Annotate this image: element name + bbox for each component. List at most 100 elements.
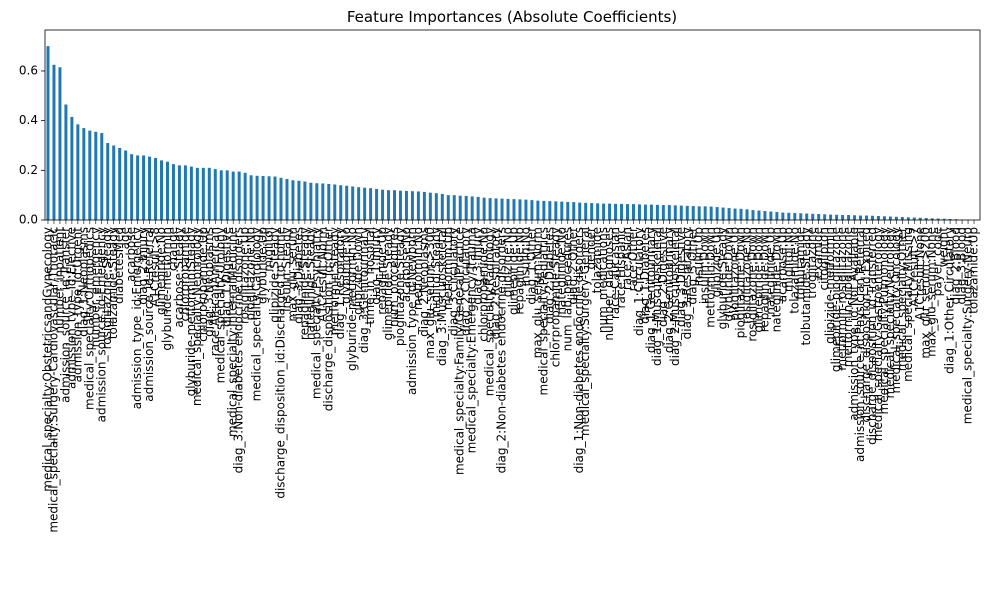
bar [369, 188, 373, 220]
bar [428, 192, 432, 220]
y-tick-label: 0.0 [19, 213, 38, 227]
x-tick-label: diag_1:Other Circulatory [943, 227, 957, 374]
x-tick-label: repaglinide:No [512, 227, 526, 315]
x-tick-label: glimepiride:Up [506, 227, 520, 315]
x-tick-label: medical_specialty:Pediatrics [536, 227, 550, 395]
x-tick-label: rosiglitazone:Up [238, 227, 252, 324]
x-tick-label: diag_2:Genitourinary [662, 227, 676, 353]
x-tick-label: glyburide-metformin:Steady [184, 227, 198, 396]
x-tick-label: diag_1:Respiratory [333, 227, 347, 339]
x-tick-label: acarbose [124, 227, 138, 282]
bar [733, 208, 737, 220]
x-tick-label: chlorpropamide:Up [196, 227, 210, 342]
x-tick-label: glipizide:No [501, 227, 515, 297]
bar [637, 204, 641, 220]
x-tick-label: diag_1:Injury [369, 227, 383, 305]
bar [781, 212, 785, 220]
x-tick-label: discharge_disposition_id:Transferred [865, 227, 879, 445]
x-tick-label: admission_source_id:Physician Referral [853, 227, 867, 462]
bar [225, 170, 229, 220]
x-tick-label: acarbose:Up [775, 227, 789, 302]
x-tick-label: rosiglitazone:No [739, 227, 753, 324]
x-tick-label: race:Caucasian [608, 227, 622, 319]
bar [482, 197, 486, 220]
x-tick-label: max_glu_serum:>300 [423, 227, 437, 359]
bar [351, 186, 355, 220]
x-tick-label: metformin:Down [704, 227, 718, 328]
bar [398, 190, 402, 220]
x-tick-label: glyburide:Up [256, 227, 270, 304]
x-tick-label: diag_1:Digestive [220, 227, 234, 327]
bar [183, 165, 187, 220]
bar [882, 216, 886, 220]
x-tick-label: medical_specialty:Neurology [883, 227, 897, 399]
x-tick-label: number_diagnoses [602, 227, 616, 341]
x-tick-label: max_glu_serum:Norm [530, 227, 544, 358]
bar [787, 212, 791, 220]
bar [655, 204, 659, 220]
bar [835, 214, 839, 220]
x-tick-label: age [118, 227, 132, 249]
bar [261, 176, 265, 220]
x-tick-label: admission_type_id:Elective [64, 227, 78, 389]
bar [948, 219, 952, 220]
bar [70, 116, 74, 220]
x-tick-label: acarbose:Steady [172, 227, 186, 328]
bar [207, 167, 211, 220]
bar [512, 199, 516, 220]
x-tick-label: rosiglitazone:Steady [100, 227, 114, 349]
x-tick-label: medical_specialty:Missing [901, 227, 915, 382]
bar [142, 155, 146, 220]
x-tick-label: race:AfricanAmerican [208, 227, 222, 356]
x-tick-label: glimepiride-pioglitazone [829, 227, 843, 372]
x-tick-label: race:Hispanic [614, 227, 628, 308]
bar [548, 201, 552, 220]
bar [333, 184, 337, 220]
x-tick-label: diag_1:Circulatory [632, 227, 646, 336]
x-tick-label: diag_3:Respiratory [680, 227, 694, 339]
bar [285, 179, 289, 220]
bar [422, 191, 426, 220]
x-tick-label: medical_specialty:Urology [214, 227, 228, 383]
bar [709, 206, 713, 220]
x-tick-label: diag_3:Circulatory [447, 227, 461, 336]
axes-frame [44, 29, 981, 221]
x-tick-label: nateglinide:Steady [303, 227, 317, 340]
x-tick-label: troglitazone [805, 227, 819, 299]
bar [189, 166, 193, 220]
x-tick-label: medical_specialty:InternalMedicine [226, 227, 240, 437]
x-tick-label: max_glu_serum:>200 [919, 227, 933, 359]
x-tick-label: admission_type_id:Urgent [70, 227, 84, 383]
bar [542, 200, 546, 220]
bar [136, 155, 140, 220]
bar [691, 206, 695, 220]
bar [518, 199, 522, 220]
bar [524, 199, 528, 220]
bar [942, 218, 946, 220]
x-tick-label: diag_1:Neoplasms [76, 227, 90, 337]
x-tick-label: repaglinide:Up [375, 227, 389, 315]
bar [703, 206, 707, 220]
chart-title: Feature Importances (Absolute Coefficien… [347, 8, 677, 26]
x-tick-label: metformin:No [411, 227, 425, 310]
bar [410, 191, 414, 220]
bar [434, 193, 438, 220]
bar [416, 191, 420, 220]
x-tick-label: diag_2:Musculoskeletal [668, 227, 682, 366]
x-tick-label: number_inpatient [52, 227, 66, 334]
x-tick-label: medical_specialty:Family/GeneralPractice [453, 227, 467, 475]
x-tick-label: admission_type_id:Newborn [405, 227, 419, 395]
x-tick-label: metformin:Steady [327, 227, 341, 336]
x-tick-label: diag_3:Digestive [674, 227, 688, 327]
bar [393, 190, 396, 220]
bar [626, 204, 630, 220]
x-tick-label: diag_2:Respiratory [489, 227, 503, 339]
bar [590, 203, 594, 220]
bar [596, 203, 600, 220]
bar [739, 208, 743, 220]
bar [560, 201, 564, 220]
x-tick-label: medical_specialty:Psychiatry [309, 227, 323, 399]
y-tick-label: 0.4 [19, 113, 38, 127]
x-tick-label: chlorpropamide [178, 227, 192, 321]
